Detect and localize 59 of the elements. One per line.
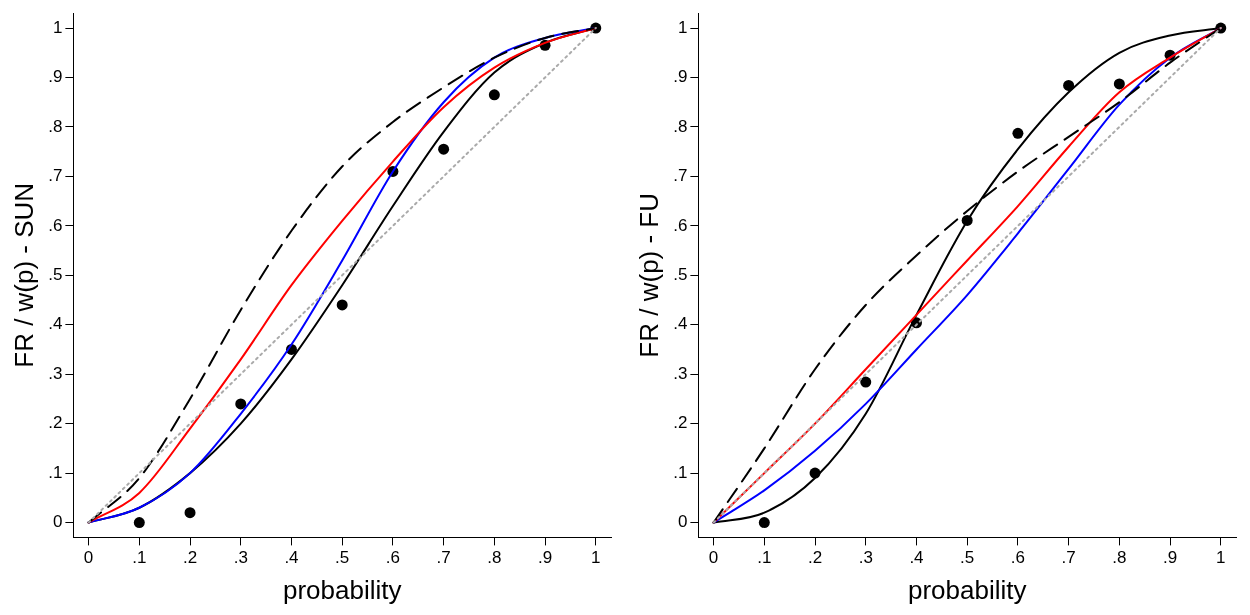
y-tick-label: .3 — [48, 363, 63, 383]
y-tick-label: 1 — [52, 17, 63, 37]
y-tick-label: .9 — [673, 67, 688, 87]
y-tick-label: .1 — [48, 462, 63, 482]
x-tick-label: .1 — [132, 548, 147, 568]
point — [488, 89, 500, 101]
x-tick-label: .2 — [807, 548, 823, 568]
point — [184, 507, 196, 519]
y-tick-label: .8 — [48, 116, 63, 136]
y-tick-label: .6 — [673, 215, 688, 235]
point — [336, 299, 348, 311]
x-tick-label: .9 — [537, 548, 553, 568]
x-tick-label: .4 — [284, 548, 299, 568]
x-tick-label: 1 — [591, 548, 601, 568]
y-tick-label: .5 — [48, 264, 63, 284]
y-tick-label: .2 — [48, 413, 63, 433]
y-axis-title: FR / w(p) - FU — [633, 192, 664, 358]
y-tick-label: .4 — [673, 314, 688, 334]
y-tick-label: .7 — [673, 166, 688, 186]
y-tick-label: .2 — [673, 413, 688, 433]
x-tick-label: .9 — [1162, 548, 1178, 568]
y-axis-title: FR / w(p) - SUN — [8, 182, 39, 368]
x-tick-label: 1 — [1216, 548, 1226, 568]
point — [1113, 78, 1125, 90]
x-tick-label: .6 — [385, 548, 400, 568]
x-tick-label: .6 — [1010, 548, 1025, 568]
y-tick-label: .5 — [673, 264, 688, 284]
x-tick-label: .8 — [1112, 548, 1127, 568]
x-tick-label: .8 — [487, 548, 502, 568]
y-tick-label: .4 — [48, 314, 63, 334]
y-tick-label: .7 — [48, 166, 63, 186]
point — [1012, 127, 1024, 139]
y-tick-label: .6 — [48, 215, 63, 235]
y-tick-label: .8 — [673, 116, 688, 136]
x-axis-title: probability — [282, 574, 402, 605]
y-tick-label: .1 — [673, 462, 688, 482]
x-tick-label: .2 — [182, 548, 198, 568]
x-tick-label: 0 — [83, 548, 94, 568]
x-tick-label: .5 — [335, 548, 350, 568]
x-tick-label: .7 — [1061, 548, 1076, 568]
x-tick-label: 0 — [708, 548, 719, 568]
y-tick-label: .9 — [48, 67, 63, 87]
y-tick-label: .3 — [673, 363, 688, 383]
point — [438, 143, 450, 155]
y-tick-label: 1 — [677, 17, 688, 37]
point — [133, 517, 145, 529]
x-tick-label: .4 — [909, 548, 924, 568]
x-tick-label: .1 — [757, 548, 772, 568]
x-tick-label: .3 — [233, 548, 248, 568]
point — [860, 376, 872, 388]
x-tick-label: .7 — [436, 548, 451, 568]
point — [1063, 79, 1075, 91]
x-tick-label: .5 — [960, 548, 975, 568]
point — [758, 517, 770, 529]
x-tick-label: .3 — [858, 548, 873, 568]
y-tick-label: 0 — [677, 512, 688, 532]
y-tick-label: 0 — [52, 512, 63, 532]
point — [235, 398, 247, 410]
x-axis-title: probability — [907, 574, 1027, 605]
